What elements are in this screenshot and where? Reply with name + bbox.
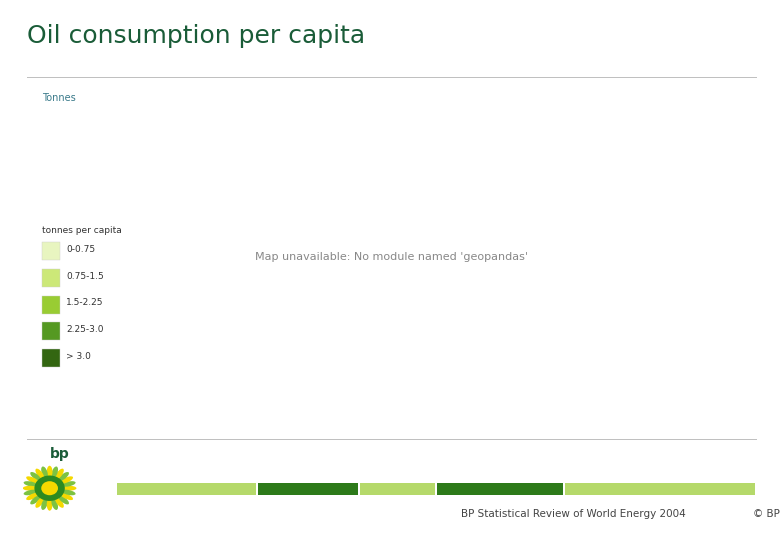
Text: BP Statistical Review of World Energy 2004: BP Statistical Review of World Energy 20… — [461, 509, 686, 519]
Bar — [360, 483, 435, 495]
Circle shape — [41, 481, 58, 495]
Ellipse shape — [51, 498, 58, 510]
Ellipse shape — [23, 481, 37, 487]
Bar — [42, 242, 60, 260]
Bar — [117, 483, 256, 495]
Ellipse shape — [23, 490, 37, 495]
Ellipse shape — [47, 498, 52, 511]
Ellipse shape — [30, 472, 41, 481]
Ellipse shape — [60, 493, 73, 500]
Ellipse shape — [62, 481, 76, 487]
Bar — [42, 322, 60, 340]
Text: Tonnes: Tonnes — [42, 92, 76, 103]
Ellipse shape — [27, 476, 39, 484]
Bar — [437, 483, 563, 495]
Ellipse shape — [35, 469, 44, 480]
Text: tonnes per capita: tonnes per capita — [42, 226, 122, 235]
Bar — [565, 483, 755, 495]
Ellipse shape — [58, 472, 69, 481]
Text: 0-0.75: 0-0.75 — [66, 245, 95, 254]
Bar — [257, 483, 358, 495]
Ellipse shape — [58, 495, 69, 504]
Ellipse shape — [23, 486, 37, 491]
Text: Map unavailable: No module named 'geopandas': Map unavailable: No module named 'geopan… — [256, 252, 529, 261]
Ellipse shape — [55, 497, 64, 508]
Bar — [42, 349, 60, 367]
Ellipse shape — [30, 495, 41, 504]
Ellipse shape — [41, 467, 48, 478]
Text: © BP: © BP — [753, 509, 779, 519]
Text: 1.5-2.25: 1.5-2.25 — [66, 298, 104, 307]
Ellipse shape — [47, 465, 52, 478]
Text: 2.25-3.0: 2.25-3.0 — [66, 325, 104, 334]
Ellipse shape — [62, 490, 76, 495]
Ellipse shape — [60, 476, 73, 484]
Circle shape — [34, 476, 65, 501]
Bar — [42, 269, 60, 287]
Ellipse shape — [35, 497, 44, 508]
Ellipse shape — [62, 486, 76, 491]
Text: > 3.0: > 3.0 — [66, 352, 90, 361]
Ellipse shape — [51, 467, 58, 478]
Text: bp: bp — [50, 447, 69, 461]
Text: 0.75-1.5: 0.75-1.5 — [66, 272, 104, 281]
Ellipse shape — [27, 493, 39, 500]
Ellipse shape — [41, 498, 48, 510]
Bar — [42, 296, 60, 314]
Text: Oil consumption per capita: Oil consumption per capita — [27, 24, 365, 48]
Ellipse shape — [55, 469, 64, 480]
